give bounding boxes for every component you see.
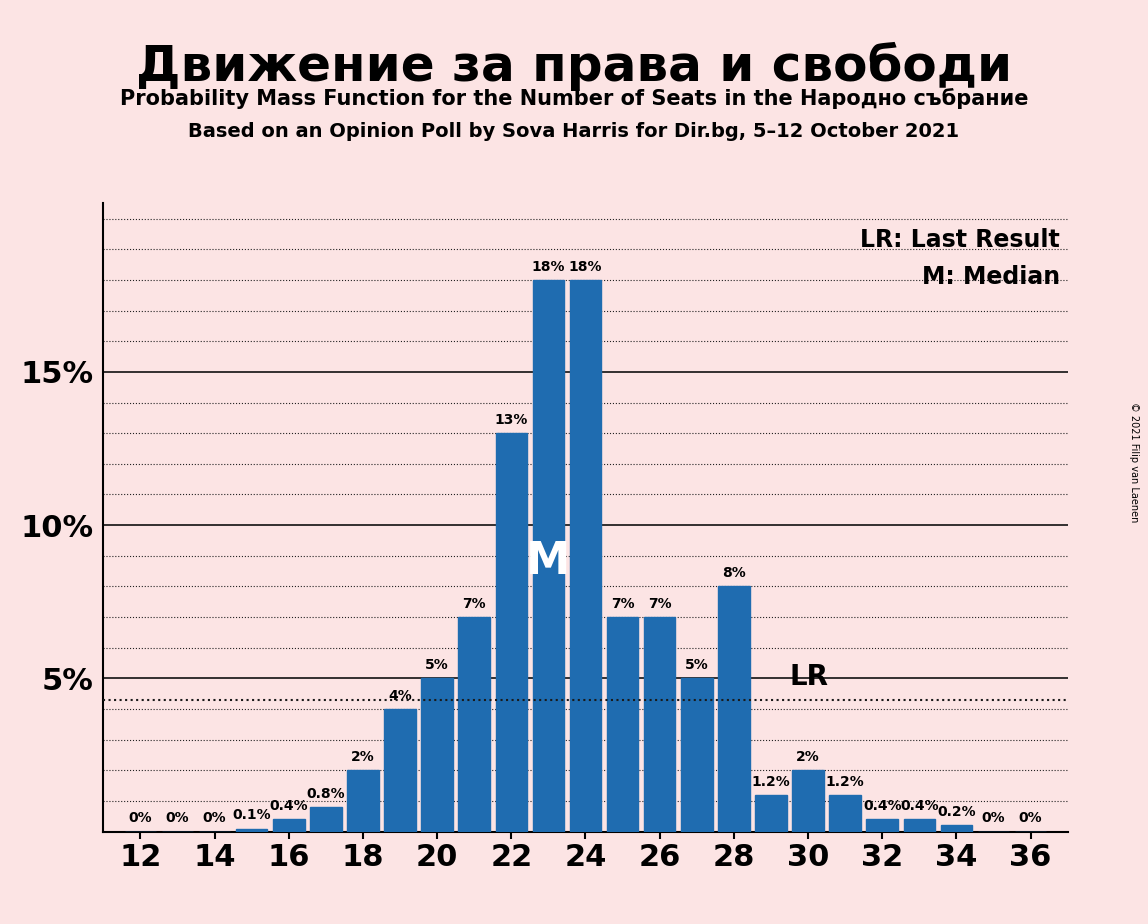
- Text: 0.1%: 0.1%: [232, 808, 271, 822]
- Bar: [867, 820, 898, 832]
- Text: 13%: 13%: [495, 413, 528, 427]
- Bar: [347, 771, 379, 832]
- Text: 5%: 5%: [685, 658, 708, 673]
- Text: 0%: 0%: [982, 811, 1006, 825]
- Text: 2%: 2%: [797, 750, 820, 764]
- Text: 0.4%: 0.4%: [863, 799, 901, 813]
- Text: 5%: 5%: [425, 658, 449, 673]
- Bar: [496, 433, 527, 832]
- Bar: [607, 617, 638, 832]
- Bar: [458, 617, 490, 832]
- Bar: [385, 709, 416, 832]
- Bar: [273, 820, 304, 832]
- Text: 0%: 0%: [203, 811, 226, 825]
- Text: 8%: 8%: [722, 566, 746, 580]
- Bar: [681, 678, 713, 832]
- Bar: [421, 678, 452, 832]
- Text: 18%: 18%: [568, 260, 603, 274]
- Bar: [755, 795, 786, 832]
- Text: 2%: 2%: [351, 750, 374, 764]
- Text: LR: Last Result: LR: Last Result: [861, 228, 1061, 252]
- Text: 0.4%: 0.4%: [900, 799, 939, 813]
- Text: 4%: 4%: [388, 689, 412, 703]
- Bar: [719, 587, 750, 832]
- Bar: [533, 280, 564, 832]
- Text: 0.2%: 0.2%: [937, 806, 976, 820]
- Text: 7%: 7%: [611, 597, 635, 611]
- Text: 7%: 7%: [647, 597, 672, 611]
- Text: © 2021 Filip van Laenen: © 2021 Filip van Laenen: [1130, 402, 1139, 522]
- Text: 0%: 0%: [129, 811, 153, 825]
- Text: M: Median: M: Median: [922, 264, 1061, 288]
- Text: Probability Mass Function for the Number of Seats in the Народно събрание: Probability Mass Function for the Number…: [119, 88, 1029, 109]
- Text: 1.2%: 1.2%: [752, 774, 790, 789]
- Text: 0%: 0%: [1018, 811, 1042, 825]
- Text: 7%: 7%: [463, 597, 486, 611]
- Text: Движение за права и свободи: Движение за права и свободи: [135, 42, 1013, 91]
- Bar: [903, 820, 936, 832]
- Text: 1.2%: 1.2%: [825, 774, 864, 789]
- Bar: [792, 771, 824, 832]
- Text: M: M: [526, 541, 571, 583]
- Text: 18%: 18%: [532, 260, 565, 274]
- Bar: [310, 807, 342, 832]
- Text: LR: LR: [790, 663, 829, 690]
- Bar: [644, 617, 675, 832]
- Text: 0.4%: 0.4%: [270, 799, 308, 813]
- Bar: [569, 280, 602, 832]
- Bar: [829, 795, 861, 832]
- Text: 0%: 0%: [165, 811, 189, 825]
- Bar: [236, 829, 267, 832]
- Bar: [940, 825, 972, 832]
- Text: Based on an Opinion Poll by Sova Harris for Dir.bg, 5–12 October 2021: Based on an Opinion Poll by Sova Harris …: [188, 122, 960, 141]
- Text: 0.8%: 0.8%: [307, 787, 346, 801]
